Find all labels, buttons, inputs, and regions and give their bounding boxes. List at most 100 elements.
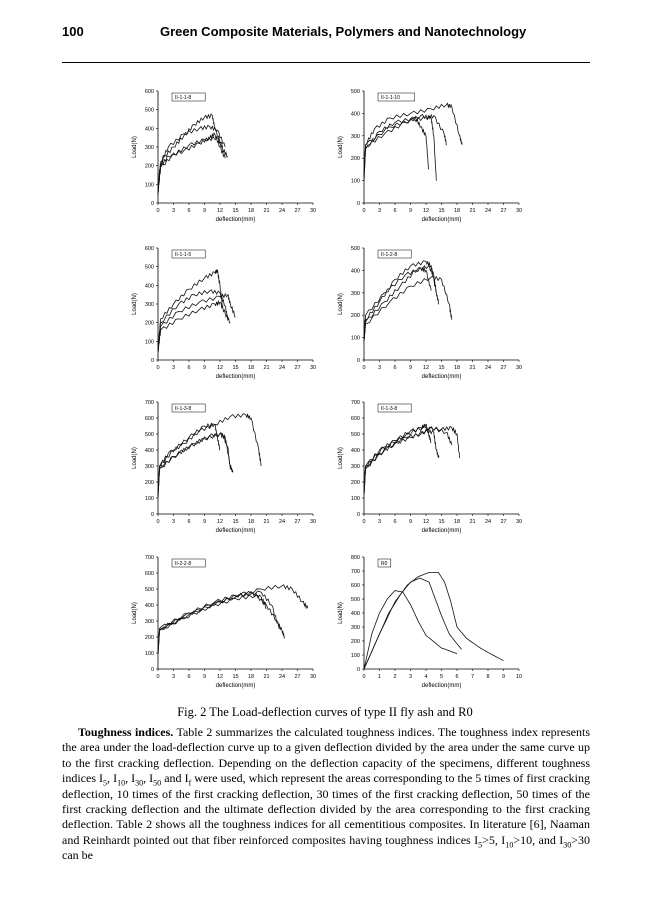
- y-axis-label: Load(N): [132, 293, 138, 315]
- y-tick-label: 400: [351, 268, 360, 274]
- x-tick-label: 24: [485, 365, 491, 371]
- x-tick-label: 6: [187, 208, 190, 214]
- x-tick-label: 30: [310, 674, 316, 680]
- y-tick-label: 400: [145, 126, 154, 132]
- load-deflection-curve: [157, 412, 262, 495]
- x-tick-label: 30: [310, 519, 316, 525]
- x-axis-label: deflection(mm): [422, 683, 462, 689]
- x-tick-label: 3: [378, 519, 381, 525]
- y-tick-label: 300: [351, 464, 360, 470]
- y-tick-label: 500: [351, 246, 360, 252]
- x-tick-label: 27: [294, 674, 300, 680]
- y-tick-label: 300: [145, 619, 154, 625]
- text-run: , I: [107, 771, 118, 786]
- y-tick-label: 600: [145, 246, 154, 252]
- y-tick-label: 0: [151, 512, 154, 518]
- x-tick-label: 27: [500, 519, 506, 525]
- x-tick-label: 24: [279, 208, 285, 214]
- x-tick-label: 30: [516, 365, 522, 371]
- y-tick-label: 400: [145, 448, 154, 454]
- specimen-label: II-1-3-8: [381, 406, 397, 412]
- x-tick-label: 21: [263, 519, 269, 525]
- chart-panel-4: 0 3 6 9 12 15 18 21 24 27 30 0 100 200 300 400 500 deflec…: [334, 242, 534, 392]
- text-run: , I: [143, 771, 154, 786]
- load-deflection-curve: [363, 572, 504, 670]
- x-tick-label: 1: [378, 674, 381, 680]
- x-tick-label: 8: [486, 674, 489, 680]
- specimen-label: II-1-1-5: [175, 252, 191, 258]
- load-deflection-curve: [363, 113, 437, 181]
- x-tick-label: 6: [393, 519, 396, 525]
- load-deflection-curve: [363, 426, 453, 492]
- y-tick-label: 0: [357, 667, 360, 673]
- load-deflection-curve: [363, 102, 463, 177]
- x-tick-label: 12: [217, 674, 223, 680]
- y-tick-label: 700: [351, 569, 360, 575]
- y-tick-label: 500: [145, 432, 154, 438]
- x-tick-label: 27: [294, 519, 300, 525]
- x-tick-label: 0: [156, 674, 159, 680]
- x-tick-label: 6: [393, 365, 396, 371]
- x-tick-label: 3: [378, 208, 381, 214]
- x-tick-label: 3: [378, 365, 381, 371]
- text-run: , I: [125, 771, 136, 786]
- x-tick-label: 21: [469, 365, 475, 371]
- text-run: >5, I: [482, 832, 506, 847]
- x-tick-label: 9: [409, 365, 412, 371]
- y-tick-label: 0: [357, 358, 360, 364]
- y-tick-label: 200: [351, 313, 360, 319]
- specimen-label-box: [171, 92, 206, 102]
- x-tick-label: 27: [294, 365, 300, 371]
- specimen-label: II-1-1-10: [381, 95, 400, 101]
- y-tick-label: 100: [351, 336, 360, 342]
- x-tick-label: 24: [279, 365, 285, 371]
- chart-panel-7: 0 3 6 9 12 15 18 21 24 27 30 0 100 200 300 400 500 600 700…: [128, 551, 328, 701]
- x-tick-label: 0: [362, 519, 365, 525]
- text-run: were used, which represent the areas cor…: [62, 771, 590, 847]
- y-tick-label: 500: [145, 265, 154, 271]
- y-tick-label: 0: [151, 667, 154, 673]
- specimen-label: II-1-3-8: [175, 406, 191, 412]
- x-tick-label: 9: [203, 674, 206, 680]
- specimen-label-box: [377, 249, 412, 259]
- load-deflection-curve: [157, 292, 236, 351]
- y-tick-label: 100: [145, 651, 154, 657]
- x-tick-label: 18: [248, 519, 254, 525]
- y-tick-label: 700: [145, 555, 154, 561]
- y-tick-label: 500: [351, 432, 360, 438]
- load-deflection-curve: [157, 136, 229, 194]
- y-tick-label: 600: [351, 583, 360, 589]
- x-tick-label: 9: [203, 519, 206, 525]
- x-tick-label: 12: [217, 519, 223, 525]
- y-tick-label: 400: [351, 448, 360, 454]
- y-tick-label: 400: [351, 611, 360, 617]
- y-axis-label: Load(N): [338, 293, 344, 315]
- y-tick-label: 600: [351, 416, 360, 422]
- running-header: Green Composite Materials, Polymers and …: [160, 24, 527, 39]
- y-tick-label: 500: [351, 89, 360, 95]
- x-tick-label: 0: [362, 208, 365, 214]
- x-tick-label: 18: [454, 365, 460, 371]
- x-tick-label: 10: [516, 674, 522, 680]
- y-axis-label: Load(N): [338, 447, 344, 469]
- x-tick-label: 0: [362, 674, 365, 680]
- y-tick-label: 200: [351, 156, 360, 162]
- y-tick-label: 0: [151, 358, 154, 364]
- x-tick-label: 21: [469, 208, 475, 214]
- x-tick-label: 2: [393, 674, 396, 680]
- subscript: 10: [505, 840, 514, 850]
- x-tick-label: 0: [362, 365, 365, 371]
- y-tick-label: 200: [145, 321, 154, 327]
- subscript: 30: [563, 840, 572, 850]
- y-tick-label: 600: [145, 416, 154, 422]
- x-axis-label: deflection(mm): [216, 528, 256, 534]
- x-tick-label: 15: [438, 208, 444, 214]
- load-deflection-curve: [363, 423, 432, 494]
- load-deflection-curve: [157, 594, 285, 655]
- specimen-label: II-1-1-8: [175, 95, 191, 101]
- chart-panel-5: 0 3 6 9 12 15 18 21 24 27 30 0 100 200 300 400 500 600 700…: [128, 396, 328, 546]
- load-deflection-curve: [363, 260, 439, 338]
- y-tick-label: 800: [351, 555, 360, 561]
- specimen-label-box: [377, 403, 412, 413]
- chart-panel-3: 0 3 6 9 12 15 18 21 24 27 30 0 100 200 300 400 500 600 def…: [128, 242, 328, 392]
